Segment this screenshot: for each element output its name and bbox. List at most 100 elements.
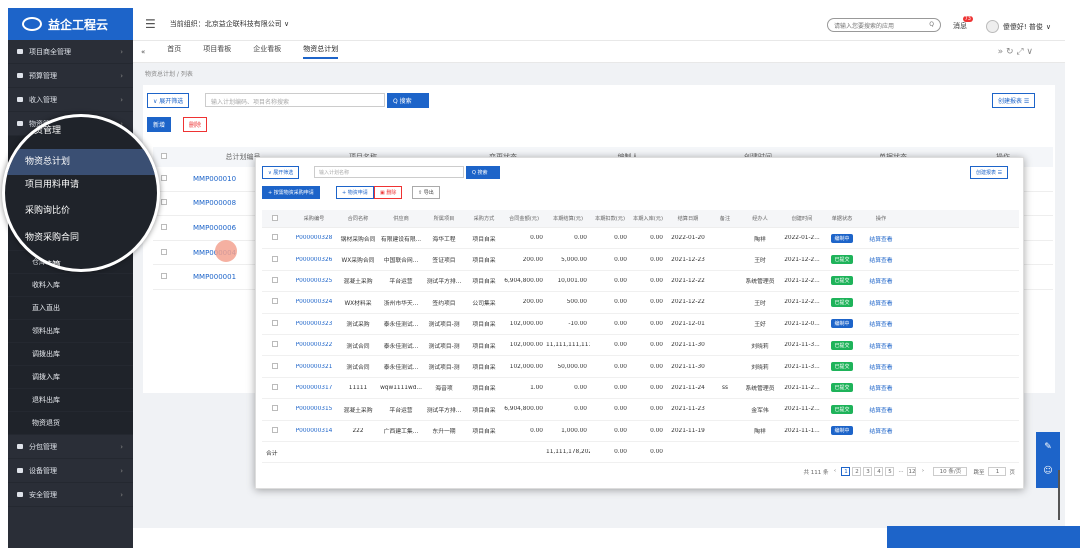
checkbox[interactable]: [272, 405, 278, 412]
row-checkbox[interactable]: [153, 199, 193, 207]
export-button[interactable]: ⇪ 导出: [412, 186, 440, 199]
zoom-menu-item[interactable]: 物资采购合同: [25, 233, 80, 243]
fw-search-button[interactable]: Q 搜索: [466, 166, 500, 179]
settlement-view-link[interactable]: 结算查看: [869, 429, 893, 436]
settlement-view-link[interactable]: 结算查看: [869, 322, 893, 329]
user-menu[interactable]: 傻傻好! 普俊 ∨: [985, 20, 1051, 33]
page-size-select[interactable]: 10 条/页: [933, 467, 968, 476]
zoom-menu-item[interactable]: 合同结算: [25, 261, 62, 271]
select-all-checkbox[interactable]: [262, 214, 292, 223]
table-row[interactable]: P000000315 混凝土采购 平台运营 测试平方排... 项目自采 6,904,800…: [262, 399, 1019, 421]
checkbox[interactable]: [272, 255, 278, 262]
material-request-button[interactable]: + 物资申请: [336, 186, 374, 199]
purchase-code-link[interactable]: P000000325: [295, 277, 333, 284]
page-button[interactable]: 4: [874, 467, 884, 476]
zoom-menu-item[interactable]: 项目用料申请: [25, 180, 80, 190]
fw-delete-button[interactable]: ▣ 删除: [374, 186, 403, 199]
row-checkbox[interactable]: [262, 426, 292, 435]
settlement-view-link[interactable]: 结算查看: [869, 236, 893, 243]
search-button[interactable]: Q 搜索: [387, 93, 429, 108]
sidebar-item[interactable]: 退料出库: [8, 389, 133, 412]
tabs-back-icon[interactable]: «: [141, 47, 146, 56]
checkbox[interactable]: [161, 153, 167, 159]
page-button[interactable]: ...: [898, 468, 904, 474]
table-row[interactable]: P000000322 测试合同 泰永佳测试... 测试项目-测 项目自采 102,000.…: [262, 335, 1019, 357]
purchase-code-link[interactable]: P000000314: [295, 427, 333, 434]
messages-link[interactable]: 消息: [953, 22, 967, 30]
select-all-checkbox[interactable]: [153, 153, 193, 161]
add-button[interactable]: 新增: [147, 117, 172, 132]
purchase-request-button[interactable]: + 按需物资采购申请: [262, 186, 320, 199]
table-row[interactable]: P000000317 11111 wqw1111wd... 海音项 项目自采 1.00 0.…: [262, 378, 1019, 400]
scroll-indicator[interactable]: [1058, 470, 1060, 520]
sidebar-item[interactable]: 物资退货: [8, 412, 133, 435]
sidebar-item[interactable]: 项目商全管理 ›: [8, 40, 133, 64]
purchase-code-link[interactable]: P000000322: [295, 342, 333, 349]
menu-toggle-icon[interactable]: ☰: [145, 17, 156, 31]
plan-code-link[interactable]: MMP000010: [193, 174, 237, 183]
sidebar-item[interactable]: 设备管理 ›: [8, 459, 133, 483]
table-row[interactable]: P000000328 钢材采购合同 有限建设有限... 海华工程 项目自采 0.00 0.0…: [262, 228, 1019, 250]
checkbox[interactable]: [161, 248, 167, 255]
delete-button[interactable]: 删除: [183, 117, 208, 132]
tab-controls[interactable]: » ↻ ⤢ ∨: [997, 46, 1033, 57]
plan-code-link[interactable]: MMP000008: [193, 199, 237, 208]
checkbox[interactable]: [272, 276, 278, 283]
page-button[interactable]: 3: [863, 467, 873, 476]
checkbox[interactable]: [161, 223, 167, 230]
purchase-code-link[interactable]: P000000328: [295, 235, 333, 242]
table-row[interactable]: P000000326 WX采购合同 中国联合网... 签证项目 项目自采 200.00 5,…: [262, 249, 1019, 271]
tab-3[interactable]: 物资总计划: [303, 44, 339, 59]
page-button[interactable]: 1: [841, 467, 851, 476]
checkbox[interactable]: [161, 199, 167, 206]
sidebar-item[interactable]: 领料出库: [8, 320, 133, 343]
purchase-code-link[interactable]: P000000321: [295, 363, 333, 370]
row-checkbox[interactable]: [153, 174, 193, 183]
table-row[interactable]: P000000323 测试采购 泰永佳测试... 测试项目-测 项目自采 102,000.…: [262, 314, 1019, 335]
page-button[interactable]: 5: [885, 467, 895, 476]
tab-0[interactable]: 首页: [167, 45, 182, 53]
row-checkbox[interactable]: [262, 319, 292, 328]
settlement-view-link[interactable]: 结算查看: [869, 279, 893, 286]
plan-code-link[interactable]: MMP000004: [193, 249, 236, 257]
checkbox[interactable]: [272, 298, 278, 305]
purchase-code-link[interactable]: P000000324: [295, 299, 333, 306]
plan-code-link[interactable]: MMP000001: [193, 273, 237, 282]
row-checkbox[interactable]: [262, 298, 292, 306]
org-selector[interactable]: 当前组织：北京益企联科技有限公司 ∨: [169, 20, 290, 28]
plan-search-input[interactable]: 输入计划编码、项目名称搜索: [205, 93, 385, 107]
next-page-button[interactable]: ›: [921, 468, 925, 474]
sidebar-item[interactable]: 调拨出库: [8, 343, 133, 366]
app-logo[interactable]: 益企工程云: [8, 8, 133, 40]
expand-filter-button[interactable]: ∨ 展开筛选: [147, 93, 190, 108]
tab-2[interactable]: 企业看板: [253, 45, 282, 53]
checkbox[interactable]: [161, 174, 167, 181]
checkbox[interactable]: [161, 273, 167, 280]
row-checkbox[interactable]: [262, 405, 292, 413]
row-checkbox[interactable]: [262, 383, 292, 392]
sidebar-item[interactable]: 收料入库: [8, 274, 133, 297]
checkbox[interactable]: [272, 341, 278, 348]
goto-input[interactable]: 1: [988, 467, 1007, 476]
settlement-view-link[interactable]: 结算查看: [869, 365, 893, 372]
sidebar-item[interactable]: 调拨入库: [8, 366, 133, 389]
app-search-input[interactable]: 请输入您要搜索的应用 Q: [827, 18, 941, 32]
table-row[interactable]: P000000314 222 广西建工集... 东升一期 项目自采 0.00 1,000.0…: [262, 421, 1019, 442]
row-checkbox[interactable]: [262, 341, 292, 349]
row-checkbox[interactable]: [262, 276, 292, 285]
row-checkbox[interactable]: [153, 248, 193, 257]
sidebar-item[interactable]: 安全管理 ›: [8, 483, 133, 507]
tab-1[interactable]: 项目看板: [203, 45, 232, 53]
fw-expand-filter-button[interactable]: ∨ 展开筛选: [262, 166, 300, 179]
row-checkbox[interactable]: [153, 273, 193, 281]
purchase-code-link[interactable]: P000000326: [295, 256, 333, 263]
fw-search-input[interactable]: 输入计划名称: [314, 166, 464, 178]
zoom-menu-item[interactable]: 采购询比价: [25, 206, 71, 216]
checkbox[interactable]: [272, 234, 278, 241]
settlement-view-link[interactable]: 结算查看: [869, 386, 893, 393]
purchase-code-link[interactable]: P000000317: [295, 384, 333, 391]
plan-code-link[interactable]: MMP000006: [193, 223, 237, 232]
settlement-view-link[interactable]: 结算查看: [869, 300, 893, 307]
settlement-view-link[interactable]: 结算查看: [869, 258, 893, 265]
sidebar-item[interactable]: 分包管理 ›: [8, 435, 133, 459]
